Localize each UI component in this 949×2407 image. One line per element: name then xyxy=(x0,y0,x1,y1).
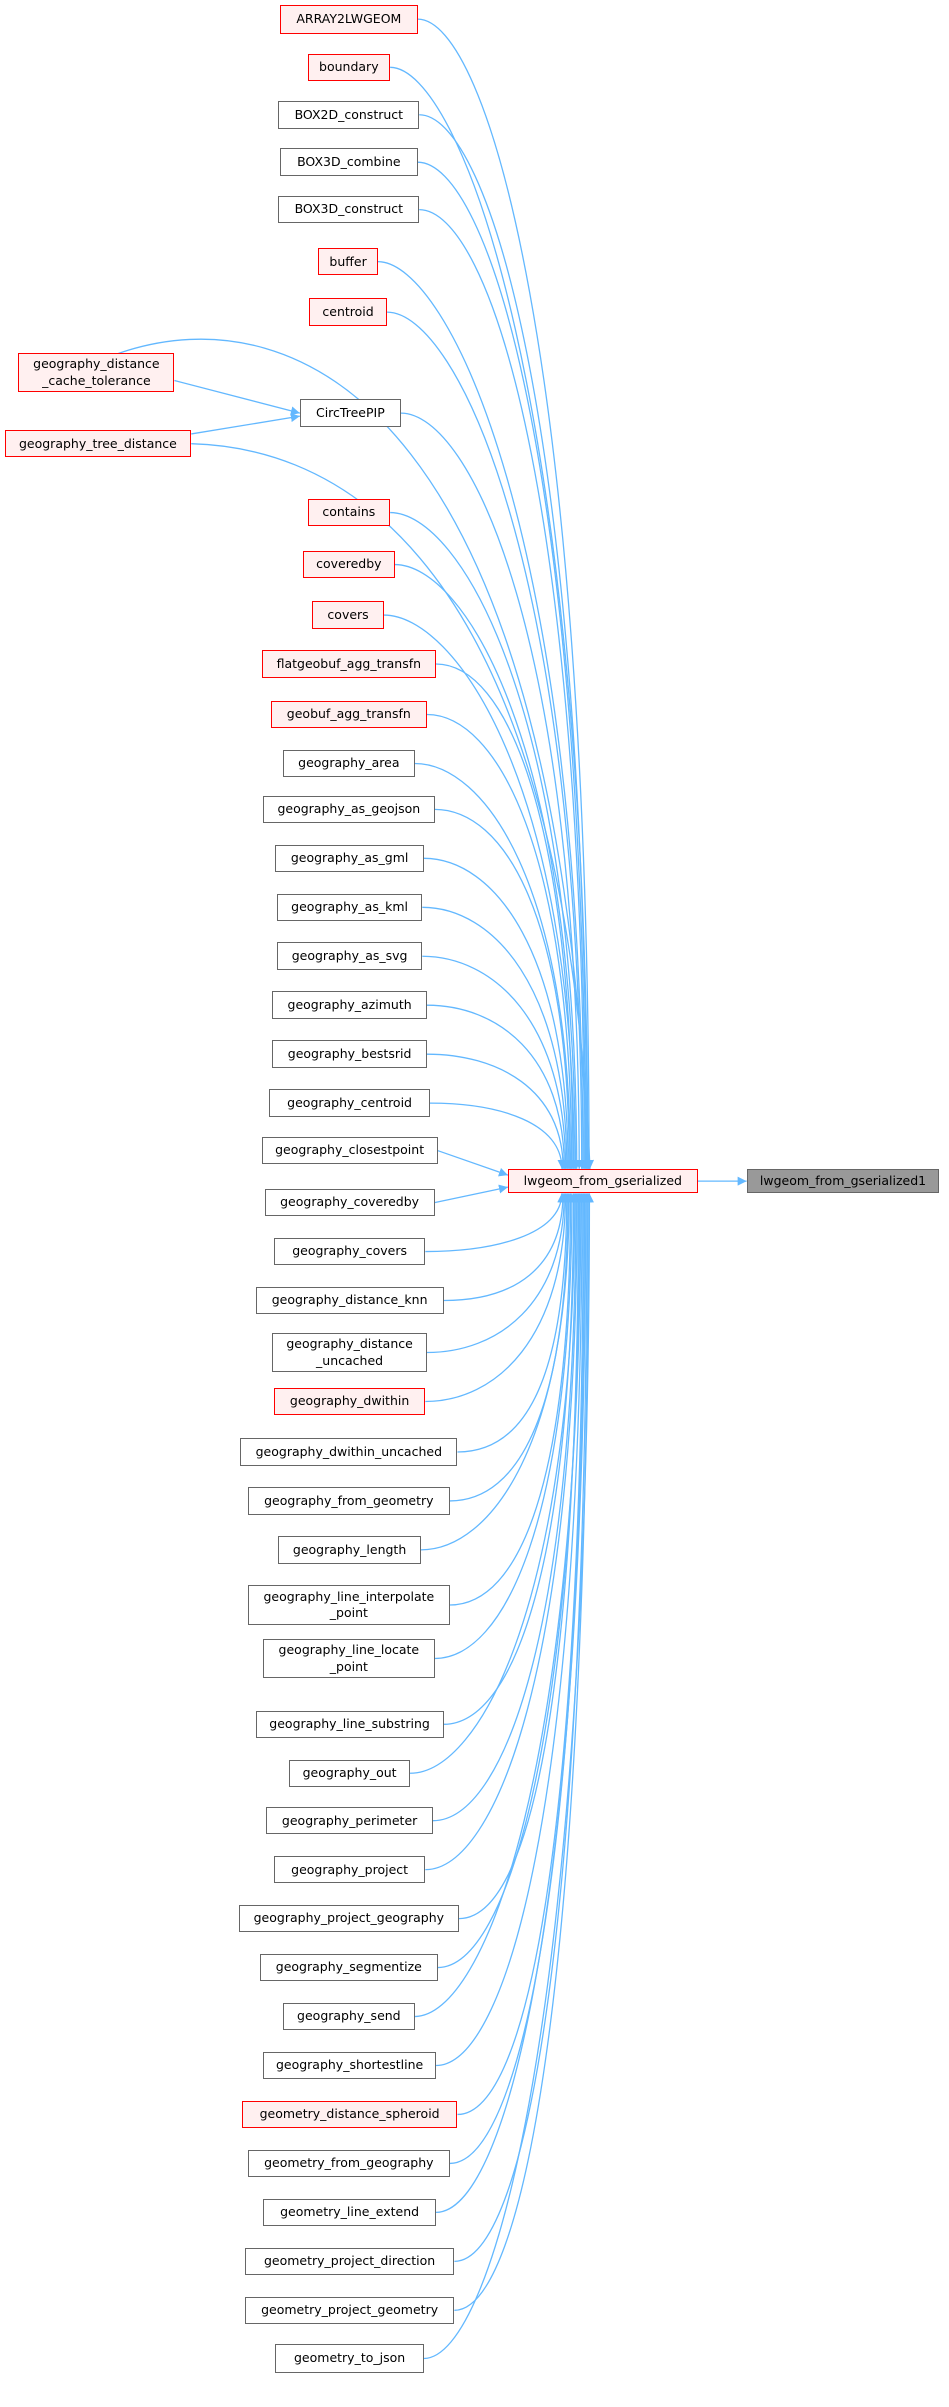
node-geography-as-geojson[interactable]: geography_as_geojson xyxy=(263,795,435,824)
edge-32 xyxy=(449,1193,576,1606)
edge-38 xyxy=(458,1193,583,1920)
edge-19 xyxy=(422,955,571,1169)
node-lwgeom-from-gserialized[interactable]: lwgeom_from_gserialized xyxy=(507,1168,698,1194)
node-geography-distance-knn[interactable]: geography_distance_knn xyxy=(255,1286,444,1315)
node-geography-centroid[interactable]: geography_centroid xyxy=(269,1089,430,1117)
edge-4 xyxy=(419,208,589,1169)
edge-37 xyxy=(425,1193,582,1871)
edge-33 xyxy=(434,1193,577,1660)
node-array2lwgeom[interactable]: ARRAY2LWGEOM xyxy=(279,4,418,34)
edge-43 xyxy=(449,1193,590,2165)
edge-14 xyxy=(426,713,577,1169)
edge-10 xyxy=(390,511,582,1169)
edge-40 xyxy=(414,1193,586,2018)
edge-12 xyxy=(384,614,579,1169)
node-geometry-distance-spheroid[interactable]: geometry_distance_spheroid xyxy=(241,2100,458,2129)
node-geography-closestpoint[interactable]: geography_closestpoint xyxy=(261,1136,438,1165)
node-geometry-project-geometry[interactable]: geometry_project_geometry xyxy=(244,2296,455,2325)
node-box3d-combine[interactable]: BOX3D_combine xyxy=(279,148,418,176)
node-geography-dwithin[interactable]: geography_dwithin xyxy=(273,1387,426,1416)
node-geography-segmentize[interactable]: geography_segmentize xyxy=(260,1953,438,1982)
node-geometry-from-geography[interactable]: geometry_from_geography xyxy=(247,2149,450,2178)
edge-3 xyxy=(417,161,590,1169)
node-geography-line-locate-point[interactable]: geography_line_locate _point xyxy=(263,1638,435,1679)
edge-42 xyxy=(457,1193,588,2116)
node-coveredby[interactable]: coveredby xyxy=(302,550,395,579)
node-geography-distance-cache-tolerance[interactable]: geography_distance _cache_tolerance xyxy=(18,353,175,392)
node-flatgeobuf-agg-transfn[interactable]: flatgeobuf_agg_transfn xyxy=(261,650,437,678)
edge-31 xyxy=(420,1193,574,1551)
node-covers[interactable]: covers xyxy=(312,601,385,629)
edge-45 xyxy=(454,1193,592,2262)
edge-22 xyxy=(429,1102,567,1169)
node-geography-line-substring[interactable]: geography_line_substring xyxy=(255,1710,444,1739)
edge-15 xyxy=(414,762,575,1169)
node-geography-covers[interactable]: geography_covers xyxy=(273,1237,426,1266)
edge-27 xyxy=(426,1193,569,1354)
node-geography-out[interactable]: geography_out xyxy=(289,1759,411,1788)
edge-6 xyxy=(387,311,587,1169)
node-box3d-construct[interactable]: BOX3D_construct xyxy=(278,195,420,224)
node-lwgeom-from-gserialized1[interactable]: lwgeom_from_gserialized1 xyxy=(746,1168,940,1194)
edge-30 xyxy=(449,1193,573,1502)
edge-39 xyxy=(437,1193,585,1969)
node-geography-line-interpolate-point[interactable]: geography_line_interpolate _point xyxy=(247,1585,450,1625)
edge-28 xyxy=(425,1193,571,1403)
node-geography-send[interactable]: geography_send xyxy=(283,2002,415,2031)
node-geography-bestsrid[interactable]: geography_bestsrid xyxy=(272,1040,427,1068)
node-geography-as-kml[interactable]: geography_as_kml xyxy=(276,893,423,922)
edge-20 xyxy=(426,1004,569,1169)
node-contains[interactable]: contains xyxy=(307,498,391,527)
edge-23 xyxy=(437,1149,509,1177)
node-geography-project-geography[interactable]: geography_project_geography xyxy=(238,1904,459,1933)
edge-34 xyxy=(443,1193,579,1725)
edge-16 xyxy=(434,808,574,1169)
edge-0 xyxy=(417,18,594,1169)
edge-18 xyxy=(422,906,572,1169)
node-geometry-to-json[interactable]: geometry_to_json xyxy=(275,2343,424,2374)
node-geography-as-gml[interactable]: geography_as_gml xyxy=(275,844,424,873)
edge-8 xyxy=(400,412,584,1169)
edge-35 xyxy=(410,1193,580,1774)
edge-44 xyxy=(436,1193,591,2214)
edge-7 xyxy=(118,338,593,1169)
edge-2 xyxy=(419,114,592,1169)
node-boundary[interactable]: boundary xyxy=(307,53,391,82)
node-centroid[interactable]: centroid xyxy=(309,298,388,326)
edge-47 xyxy=(423,1193,594,2360)
node-geography-perimeter[interactable]: geography_perimeter xyxy=(266,1806,433,1835)
node-geometry-project-direction[interactable]: geometry_project_direction xyxy=(244,2247,455,2276)
node-geography-area[interactable]: geography_area xyxy=(283,749,415,778)
edge-13 xyxy=(436,663,578,1169)
node-geography-project[interactable]: geography_project xyxy=(273,1855,426,1884)
edge-to-circtreepip-1 xyxy=(174,379,301,416)
edge-41 xyxy=(436,1193,587,2067)
edge-36 xyxy=(432,1193,581,1822)
node-circtreepip[interactable]: CircTreePIP xyxy=(299,399,401,427)
edge-17 xyxy=(423,857,573,1169)
node-geography-coveredby[interactable]: geography_coveredby xyxy=(264,1188,435,1217)
node-geography-as-svg[interactable]: geography_as_svg xyxy=(276,942,423,970)
node-geography-distance-uncached[interactable]: geography_distance _uncached xyxy=(272,1332,427,1373)
node-geography-azimuth[interactable]: geography_azimuth xyxy=(272,991,427,1019)
node-geography-from-geometry[interactable]: geography_from_geometry xyxy=(247,1487,450,1515)
edge-24 xyxy=(434,1184,509,1204)
node-geobuf-agg-transfn[interactable]: geobuf_agg_transfn xyxy=(270,700,427,729)
edge-25 xyxy=(425,1193,567,1253)
edge-11 xyxy=(394,563,580,1169)
node-geography-shortestline[interactable]: geography_shortestline xyxy=(263,2051,437,2080)
edge-5 xyxy=(377,260,588,1169)
node-geography-tree-distance[interactable]: geography_tree_distance xyxy=(4,429,192,458)
node-geography-length[interactable]: geography_length xyxy=(278,1536,421,1564)
node-geometry-line-extend[interactable]: geometry_line_extend xyxy=(263,2198,437,2227)
edge-26 xyxy=(443,1193,568,1302)
node-geography-dwithin-uncached[interactable]: geography_dwithin_uncached xyxy=(240,1438,458,1466)
node-box2d-construct[interactable]: BOX2D_construct xyxy=(278,100,420,129)
edge-21 xyxy=(426,1053,568,1169)
node-buffer[interactable]: buffer xyxy=(318,247,378,276)
edge-to-circtreepip-2 xyxy=(191,413,300,435)
edge-29 xyxy=(457,1193,572,1453)
